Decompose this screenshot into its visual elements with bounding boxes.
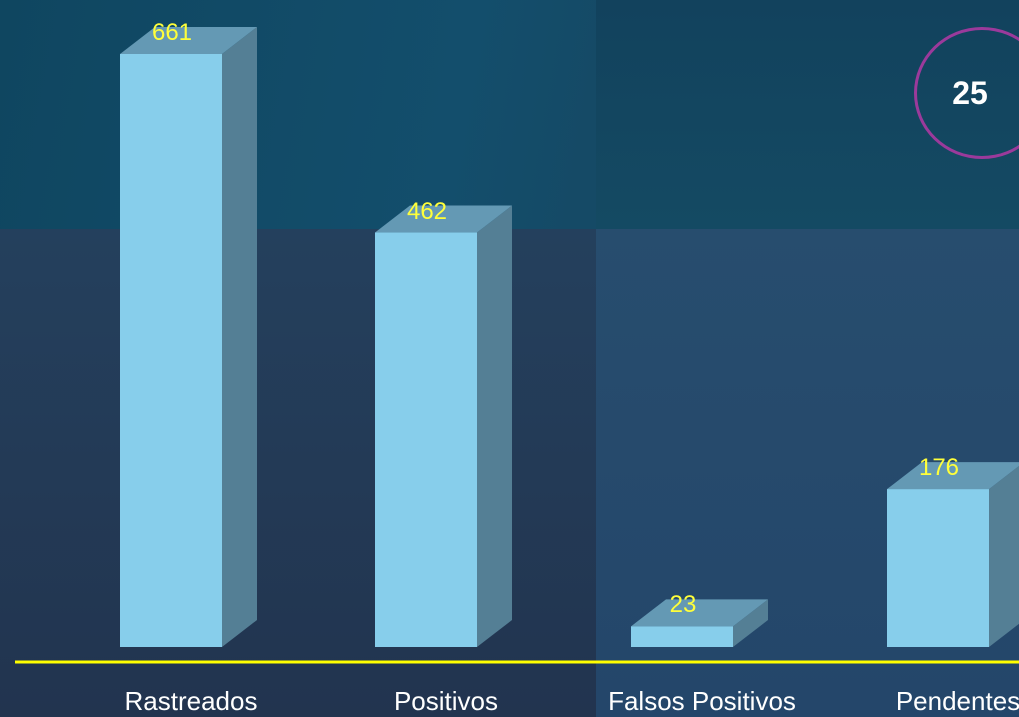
bar-pendentes xyxy=(887,489,989,647)
value-label-positivos: 462 xyxy=(406,197,448,225)
bar-rastreados xyxy=(120,54,222,647)
bar-side-rastreados xyxy=(222,27,257,647)
category-label-falsos-positivos: Falsos Positivos xyxy=(608,686,796,716)
bar-falsos-positivos xyxy=(631,626,733,647)
bar-side-falsos-positivos xyxy=(733,599,768,647)
value-label-rastreados: 661 xyxy=(151,19,193,46)
bar-top-pendentes xyxy=(887,462,1019,490)
value-label-pendentes: 176 xyxy=(918,454,960,482)
bar-top-rastreados xyxy=(120,27,257,54)
bar-top-falsos-positivos xyxy=(631,599,768,627)
bar-side-positivos xyxy=(477,205,512,647)
bar-positivos xyxy=(375,232,477,647)
value-label-falsos-positivos: 23 xyxy=(669,591,697,619)
badge-value: 25 xyxy=(952,74,988,111)
bar-top-positivos xyxy=(375,205,512,233)
category-label-positivos: Positivos xyxy=(393,686,499,716)
category-label-pendentes: Pendentes xyxy=(895,686,1019,716)
bar-side-pendentes xyxy=(989,465,1019,647)
bars-group xyxy=(120,27,1019,647)
category-label-rastreados: Rastreados xyxy=(124,686,258,716)
